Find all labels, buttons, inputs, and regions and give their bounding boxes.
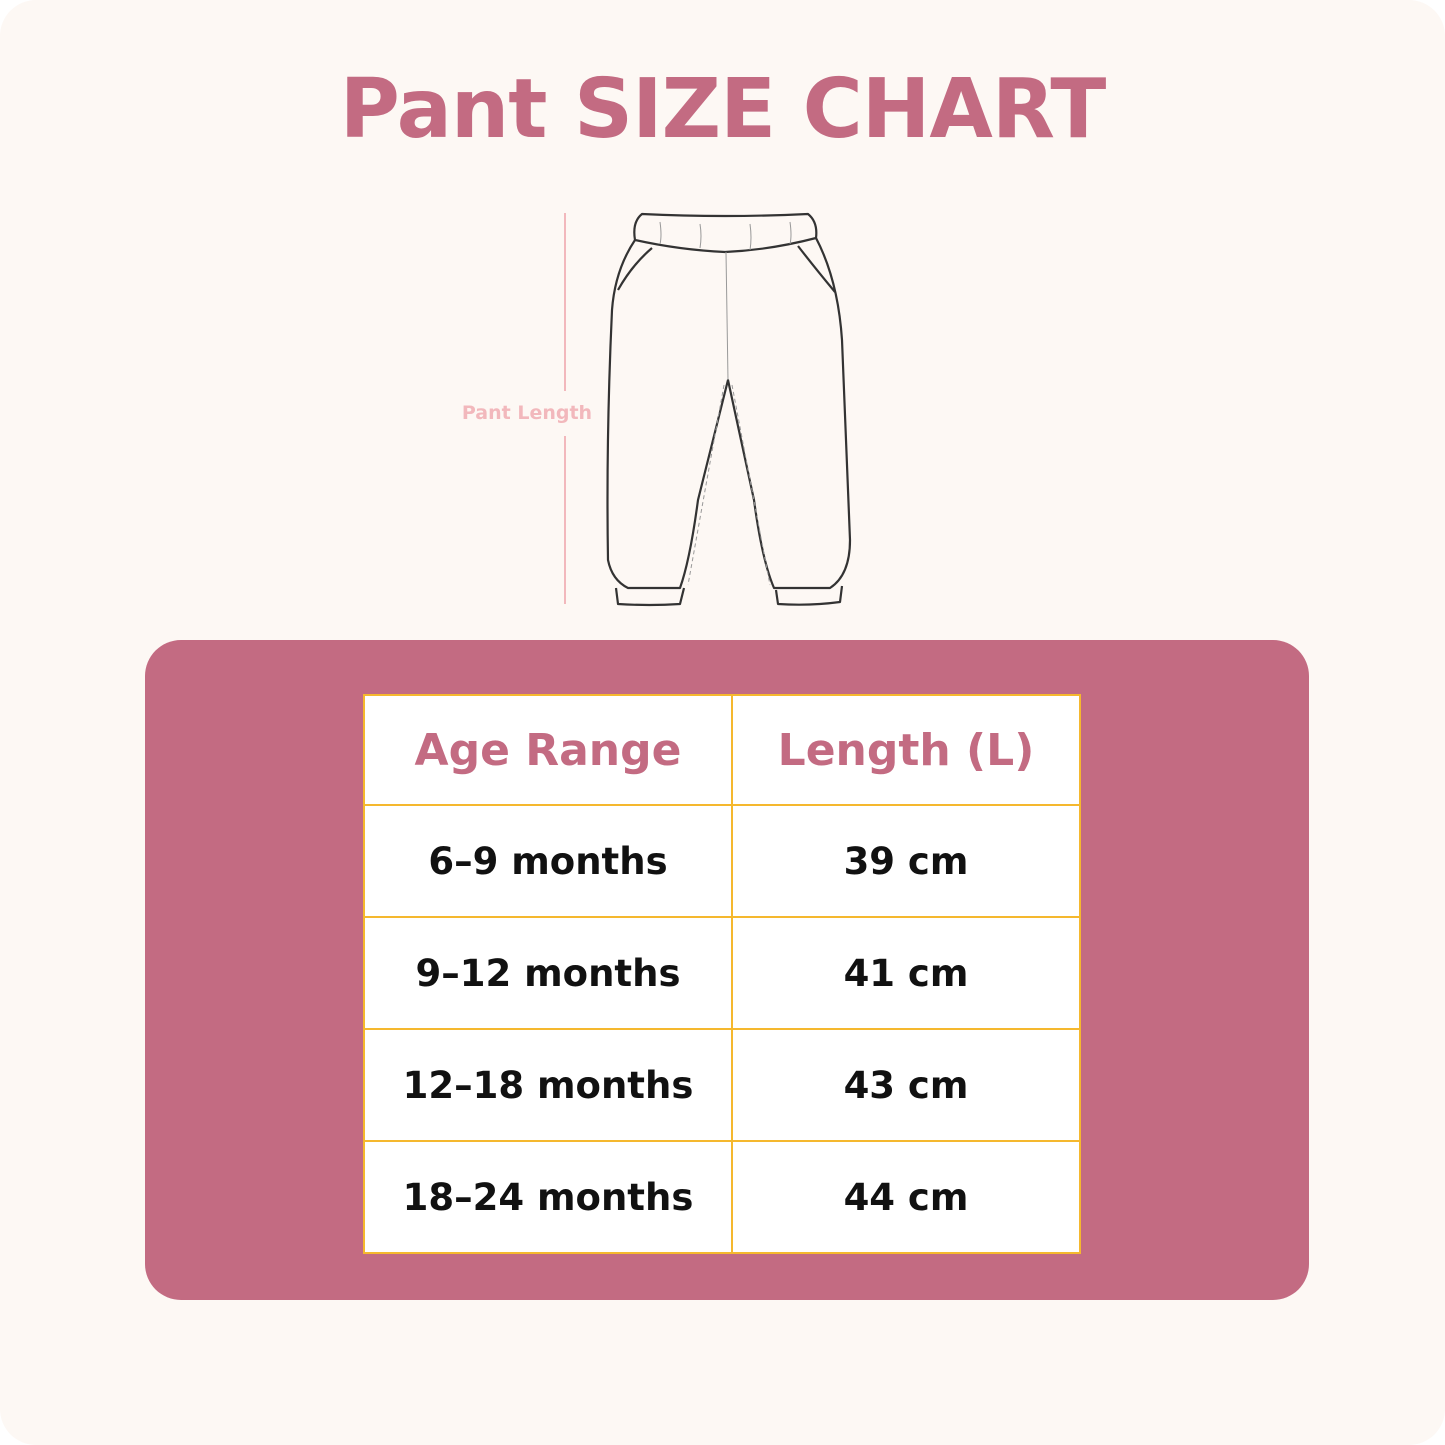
- size-table: Age Range Length (L) 6–9 months 39 cm 9–…: [363, 694, 1081, 1254]
- length-cell: 41 cm: [731, 916, 1081, 1030]
- age-cell: 9–12 months: [363, 916, 733, 1030]
- pants-illustration-icon: [606, 212, 852, 607]
- age-cell: 6–9 months: [363, 804, 733, 918]
- length-cell: 39 cm: [731, 804, 1081, 918]
- page-title: Pant SIZE CHART: [339, 62, 1107, 157]
- header-length: Length (L): [731, 694, 1081, 806]
- table-header-row: Age Range Length (L): [363, 694, 1081, 806]
- age-cell: 12–18 months: [363, 1028, 733, 1142]
- age-cell: 18–24 months: [363, 1140, 733, 1254]
- length-cell: 43 cm: [731, 1028, 1081, 1142]
- table-row: 18–24 months 44 cm: [363, 1140, 1081, 1254]
- table-row: 12–18 months 43 cm: [363, 1028, 1081, 1142]
- table-row: 6–9 months 39 cm: [363, 804, 1081, 918]
- length-cell: 44 cm: [731, 1140, 1081, 1254]
- pant-length-label: Pant Length: [461, 402, 593, 424]
- header-age-range: Age Range: [363, 694, 733, 806]
- table-row: 9–12 months 41 cm: [363, 916, 1081, 1030]
- measure-line-top: [564, 213, 566, 391]
- measure-line-bottom: [564, 436, 566, 604]
